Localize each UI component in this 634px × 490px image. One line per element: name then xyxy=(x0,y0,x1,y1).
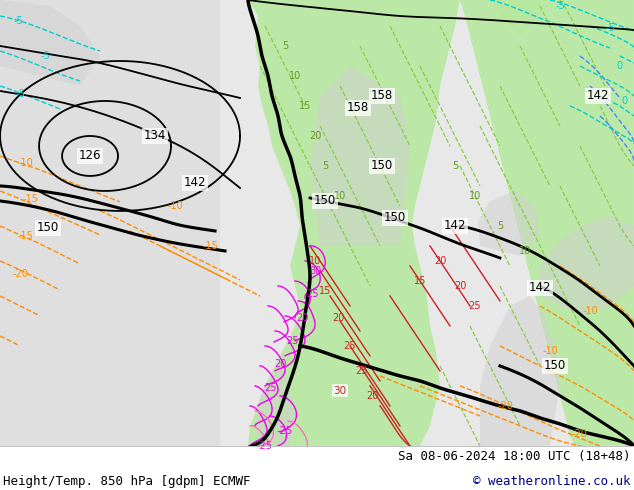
Text: 5: 5 xyxy=(497,221,503,231)
Text: 25: 25 xyxy=(306,289,318,299)
Text: -20: -20 xyxy=(12,269,28,279)
Polygon shape xyxy=(480,296,560,446)
Text: 150: 150 xyxy=(544,360,566,372)
Text: -10: -10 xyxy=(582,306,598,316)
Text: 30: 30 xyxy=(309,266,321,276)
Text: 25: 25 xyxy=(286,336,298,346)
Text: 150: 150 xyxy=(37,221,59,234)
Polygon shape xyxy=(540,216,634,316)
Text: -10: -10 xyxy=(542,346,558,356)
Text: -25: -25 xyxy=(257,441,273,451)
Text: 150: 150 xyxy=(384,212,406,224)
Text: -15: -15 xyxy=(17,231,33,241)
Text: 142: 142 xyxy=(586,90,609,102)
Text: 25: 25 xyxy=(264,383,276,393)
Text: 15: 15 xyxy=(414,276,426,286)
Text: -5: -5 xyxy=(15,89,25,99)
Bar xyxy=(0,0,220,446)
Text: Height/Temp. 850 hPa [gdpm] ECMWF: Height/Temp. 850 hPa [gdpm] ECMWF xyxy=(3,474,250,488)
Text: -25: -25 xyxy=(277,426,293,436)
Text: -10: -10 xyxy=(17,158,33,168)
Text: -20: -20 xyxy=(497,401,513,411)
Text: -5: -5 xyxy=(13,16,23,26)
Text: 126: 126 xyxy=(79,149,101,163)
Text: 20: 20 xyxy=(274,359,286,369)
Text: 10: 10 xyxy=(519,246,531,256)
Text: -5: -5 xyxy=(555,1,565,11)
Polygon shape xyxy=(0,0,220,446)
Text: 20: 20 xyxy=(309,131,321,141)
Text: -5: -5 xyxy=(605,23,615,33)
Text: 5: 5 xyxy=(282,41,288,51)
Text: -15: -15 xyxy=(202,241,218,251)
Polygon shape xyxy=(310,66,410,246)
Text: 20: 20 xyxy=(454,281,466,291)
Text: 20: 20 xyxy=(332,313,344,323)
Text: 5: 5 xyxy=(322,161,328,171)
Polygon shape xyxy=(0,0,100,86)
Text: 20: 20 xyxy=(434,256,446,266)
Text: 0: 0 xyxy=(617,61,623,71)
Polygon shape xyxy=(478,191,540,256)
Text: 5: 5 xyxy=(452,161,458,171)
Text: 142: 142 xyxy=(184,176,206,190)
Text: -10: -10 xyxy=(167,201,183,211)
Polygon shape xyxy=(460,0,634,446)
Text: 0: 0 xyxy=(622,96,628,106)
Text: 25: 25 xyxy=(344,341,356,351)
Text: Sa 08-06-2024 18:00 UTC (18+48): Sa 08-06-2024 18:00 UTC (18+48) xyxy=(398,450,631,463)
Text: 10: 10 xyxy=(469,191,481,201)
Text: 134: 134 xyxy=(144,129,166,143)
Text: © weatheronline.co.uk: © weatheronline.co.uk xyxy=(474,474,631,488)
Text: 142: 142 xyxy=(444,220,466,232)
Text: 158: 158 xyxy=(371,90,393,102)
Text: 10: 10 xyxy=(289,71,301,81)
Text: 10: 10 xyxy=(334,191,346,201)
Polygon shape xyxy=(248,0,460,446)
Text: 142: 142 xyxy=(529,281,551,294)
Text: 15: 15 xyxy=(319,286,331,296)
Text: -15: -15 xyxy=(22,194,38,204)
Text: 158: 158 xyxy=(347,101,369,115)
Text: 25: 25 xyxy=(356,366,368,376)
Text: 20: 20 xyxy=(366,391,378,401)
Text: 15: 15 xyxy=(299,101,311,111)
Text: 150: 150 xyxy=(371,159,393,172)
Polygon shape xyxy=(490,0,545,36)
Text: 150: 150 xyxy=(314,195,336,207)
Text: 25: 25 xyxy=(469,301,481,311)
Polygon shape xyxy=(255,366,295,446)
Text: 30: 30 xyxy=(333,386,347,396)
Text: 20: 20 xyxy=(296,313,308,323)
Text: -5: -5 xyxy=(40,51,50,61)
Text: -20: -20 xyxy=(572,429,588,439)
Text: 10: 10 xyxy=(309,256,321,266)
